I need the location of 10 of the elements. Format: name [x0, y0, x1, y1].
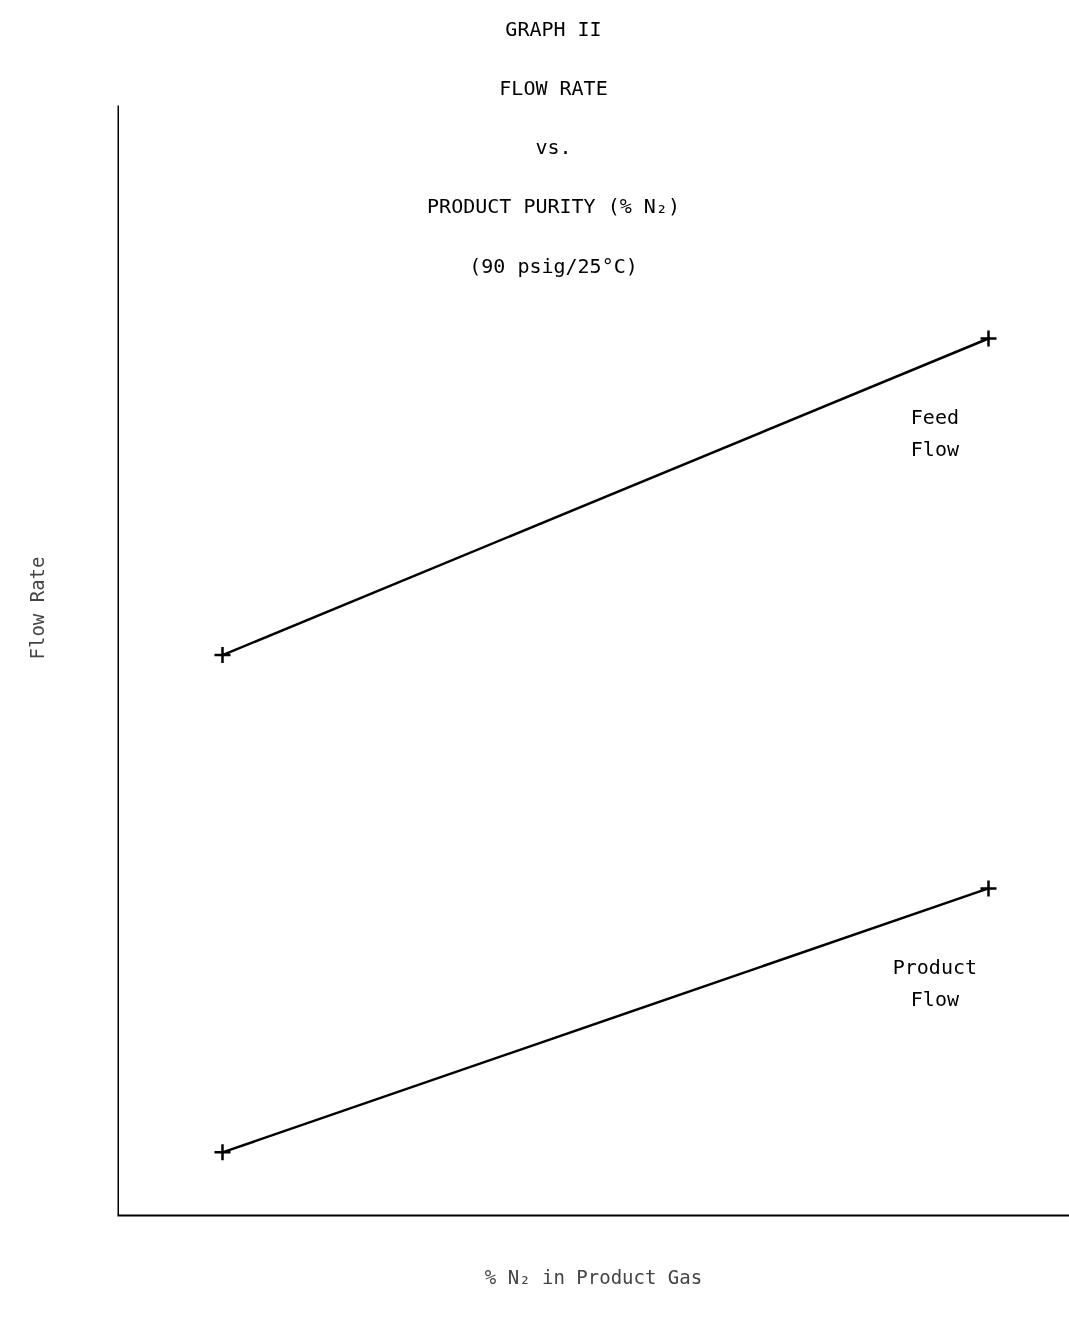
text: FLOW RATE vs. PRODUCT PURITY (% N₂) (90 psig/25°C) — [427, 75, 680, 278]
point — [213, 1143, 232, 1162]
point — [213, 645, 232, 665]
series-label: Feed Flow — [910, 405, 960, 461]
y-axis-title: Flow Rate — [25, 556, 48, 660]
series-label: Product Flow — [892, 955, 978, 1011]
point — [979, 879, 998, 898]
x-axis-title: % N₂ in Product Gas — [484, 1265, 703, 1288]
point — [979, 329, 998, 348]
chart-title: GRAPH II — [505, 16, 602, 41]
